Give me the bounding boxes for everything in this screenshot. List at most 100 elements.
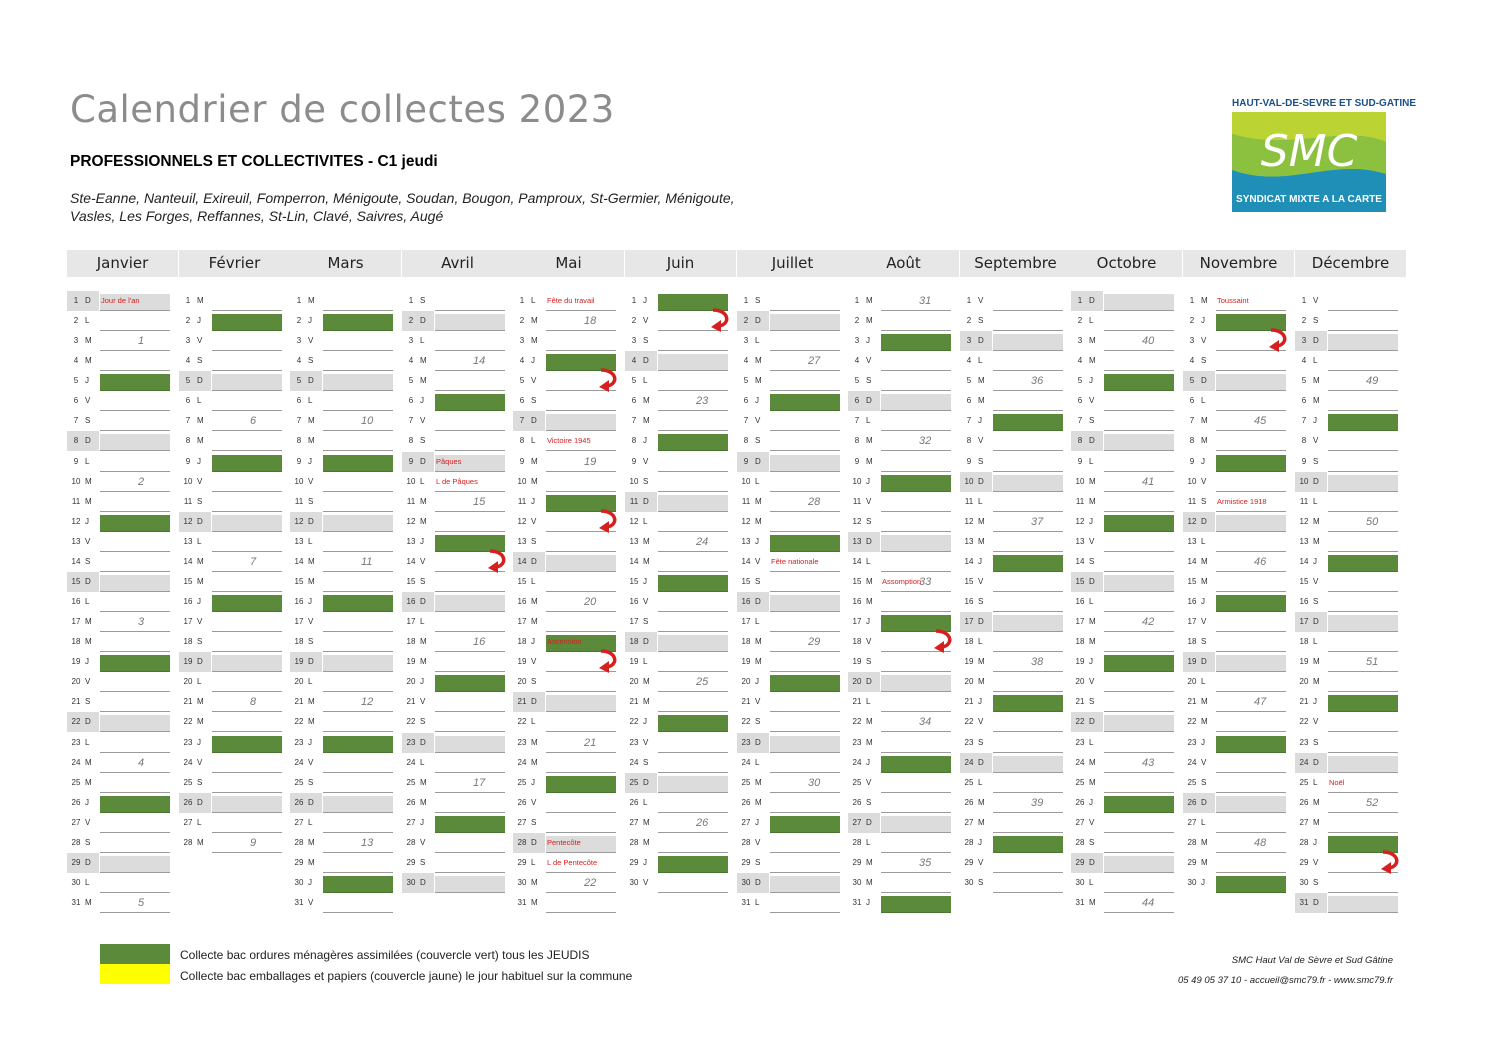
day-number: 8 — [966, 436, 972, 445]
day-cell — [323, 294, 393, 311]
day-letter: L — [197, 396, 202, 405]
page-subtitle: PROFESSIONNELS ET COLLECTIVITES - C1 jeu… — [70, 153, 438, 170]
day-number: 26 — [1299, 798, 1309, 807]
day-row: 28 M 13 — [290, 833, 401, 853]
day-letter: M — [978, 798, 985, 807]
day-number: 20 — [183, 677, 193, 686]
day-number: 4 — [1077, 356, 1083, 365]
day-cell — [1104, 475, 1174, 492]
day-letter: L — [531, 296, 536, 305]
day-letter: S — [755, 436, 761, 445]
day-number: 15 — [1187, 577, 1197, 586]
day-row: 2 M 18 — [513, 311, 624, 331]
legend-yellow-text: Collecte bac emballages et papiers (couv… — [180, 969, 633, 983]
shifted-collection-arrow-icon — [711, 308, 729, 332]
day-cell — [435, 836, 505, 853]
day-letter: L — [755, 477, 760, 486]
day-letter: M — [866, 316, 873, 325]
day-row: 10 V — [1183, 472, 1294, 492]
day-row: 18 L — [960, 632, 1071, 652]
day-cell — [435, 595, 505, 612]
month-column: Juin 1 J 2 V 3 S 4 D 5 L 6 M 23 7 M 8 J 9 V 10 S 11 D 12 L 13 M 24 14… — [625, 250, 736, 915]
day-letter: S — [1089, 557, 1095, 566]
week-number: 4 — [138, 757, 145, 769]
month-header: Septembre — [960, 250, 1071, 277]
day-row: 11 M 28 — [737, 492, 848, 512]
day-letter: L — [1089, 457, 1094, 466]
day-number: 22 — [741, 717, 751, 726]
collection-cell — [1216, 455, 1286, 472]
day-letter: M — [643, 557, 650, 566]
day-number: 8 — [519, 436, 525, 445]
day-cell — [323, 334, 393, 351]
day-letter: V — [755, 416, 761, 425]
day-cell — [100, 876, 170, 893]
day-letter: V — [1201, 758, 1207, 767]
day-letter: V — [866, 497, 872, 506]
day-number: 4 — [296, 356, 302, 365]
day-letter: V — [643, 597, 649, 606]
day-number: 25 — [71, 778, 81, 787]
day-letter: L — [420, 758, 425, 767]
day-cell — [1328, 495, 1398, 512]
day-number: 11 — [625, 492, 643, 512]
day-letter: L — [1089, 316, 1094, 325]
day-cell — [546, 856, 616, 873]
day-row: 14 J — [960, 552, 1071, 572]
day-letter: D — [978, 612, 992, 632]
day-cell — [1328, 475, 1398, 492]
day-cell — [1328, 675, 1398, 692]
day-number: 5 — [854, 376, 860, 385]
day-row: 12 L — [625, 512, 736, 532]
day-cell — [212, 374, 282, 391]
day-row: 29 J — [625, 853, 736, 873]
day-number: 28 — [629, 838, 639, 847]
day-row: 10 L — [737, 472, 848, 492]
day-cell — [1216, 555, 1286, 572]
day-row: 15 M 33 Assomption — [848, 572, 959, 592]
day-number: 21 — [71, 697, 81, 706]
day-number: 7 — [1077, 416, 1083, 425]
day-cell — [1104, 434, 1174, 451]
day-number: 27 — [183, 818, 193, 827]
day-cell — [881, 434, 951, 451]
shifted-collection-arrow-icon — [934, 629, 952, 653]
day-row: 25 M 30 — [737, 773, 848, 793]
day-number: 21 — [1075, 697, 1085, 706]
day-cell — [546, 876, 616, 893]
day-cell — [658, 635, 728, 652]
day-number: 10 — [1295, 472, 1313, 492]
day-cell — [1104, 495, 1174, 512]
week-number: 32 — [919, 435, 932, 447]
day-row: 21 S — [67, 692, 178, 712]
day-letter: M — [1201, 697, 1208, 706]
day-number: 11 — [71, 497, 81, 506]
day-row: 12 D — [290, 512, 401, 532]
day-letter: M — [308, 858, 315, 867]
day-cell — [1104, 294, 1174, 311]
day-cell — [323, 796, 393, 813]
day-cell — [546, 695, 616, 712]
day-number: 2 — [402, 311, 420, 331]
day-cell — [100, 675, 170, 692]
week-number: 42 — [1142, 616, 1155, 628]
day-cell — [993, 535, 1063, 552]
day-row: 25 J — [513, 773, 624, 793]
month-header: Décembre — [1295, 250, 1406, 277]
day-cell — [1104, 816, 1174, 833]
day-cell — [770, 334, 840, 351]
day-number: 8 — [631, 436, 637, 445]
day-letter: M — [643, 838, 650, 847]
day-number: 26 — [1075, 798, 1085, 807]
day-cell — [212, 796, 282, 813]
day-row: 17 D — [960, 612, 1071, 632]
collection-cell — [1216, 314, 1286, 331]
holiday-label: Jour de l'an — [101, 296, 140, 305]
day-letter: J — [1089, 798, 1093, 807]
day-number: 4 — [1189, 356, 1195, 365]
day-cell — [435, 314, 505, 331]
collection-cell — [212, 736, 282, 753]
